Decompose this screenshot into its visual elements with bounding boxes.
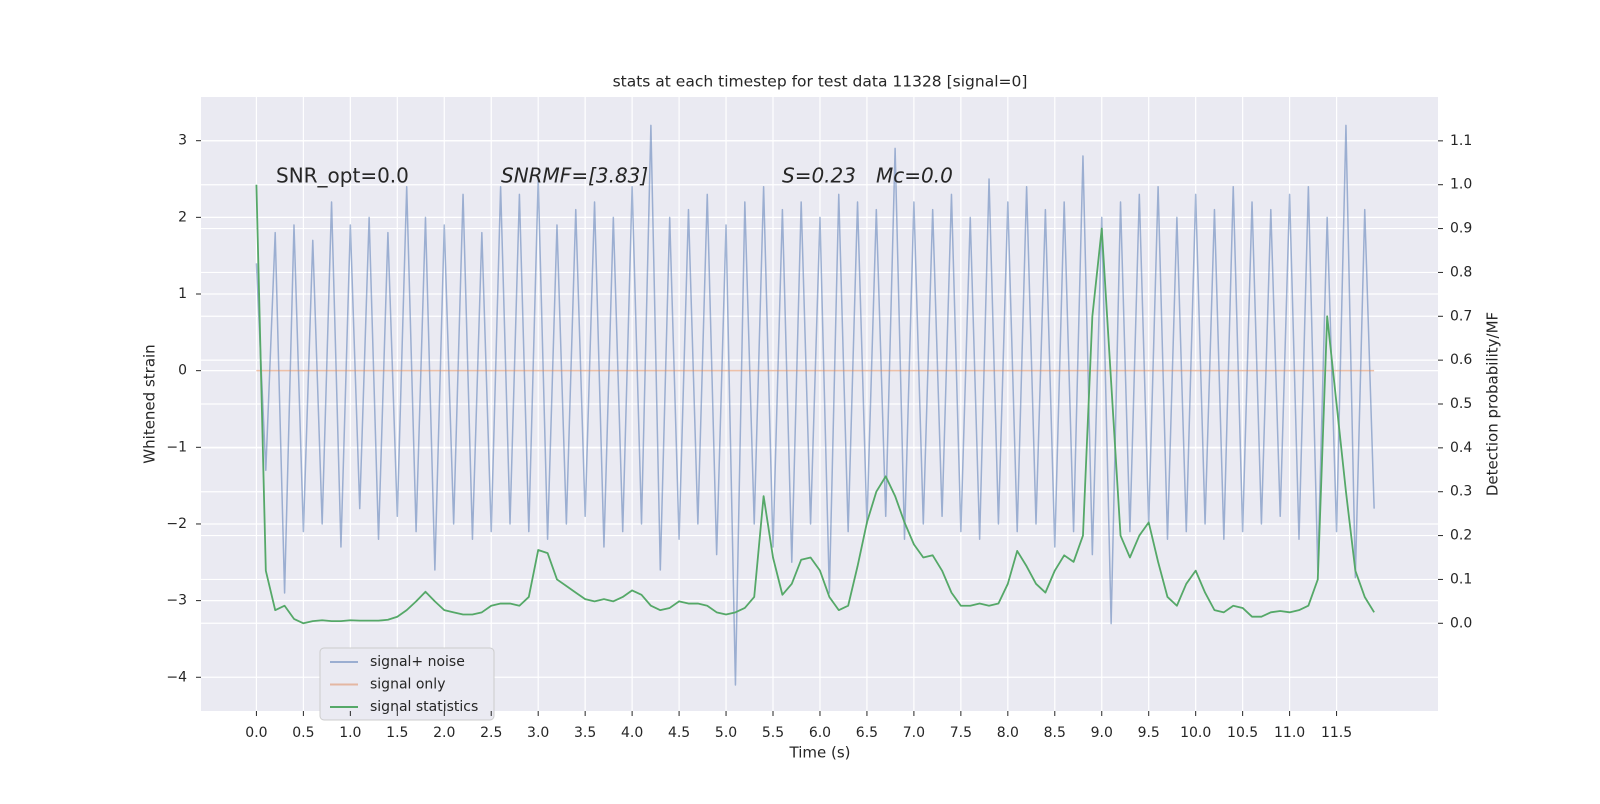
- marks: [255, 124, 1375, 686]
- y2-tick-label: 0.7: [1450, 308, 1472, 324]
- y-tick-label: −3: [166, 593, 187, 609]
- y-tick-label: −4: [166, 669, 187, 685]
- y2-tick-label: 0.0: [1450, 615, 1472, 631]
- x-tick-label: 4.0: [621, 725, 643, 741]
- y-tick-label: 3: [178, 133, 187, 149]
- y-tick-label: −1: [166, 439, 187, 455]
- annotation: SNR_opt=0.0: [276, 164, 409, 188]
- x-tick-label: 6.5: [856, 725, 878, 741]
- y2-tick-label: 0.9: [1450, 221, 1472, 237]
- y2-tick-label: 1.0: [1450, 177, 1472, 193]
- x-tick-label: 10.0: [1180, 725, 1211, 741]
- y-tick-label: −2: [166, 516, 187, 532]
- annotation: S=0.23: [782, 164, 856, 188]
- x-tick-label: 7.0: [903, 725, 925, 741]
- y2-tick-label: 0.6: [1450, 352, 1472, 368]
- y2-tick-label: 1.1: [1450, 133, 1472, 149]
- x-tick-label: 11.0: [1274, 725, 1305, 741]
- x-tick-label: 6.0: [809, 725, 831, 741]
- x-axis-label: Time (s): [789, 744, 851, 762]
- x-tick-label: 10.5: [1227, 725, 1258, 741]
- chart-title: stats at each timestep for test data 113…: [613, 73, 1028, 91]
- y-tick-label: 0: [178, 363, 187, 379]
- legend-box: [319, 647, 495, 721]
- x-tick-label: 5.5: [762, 725, 784, 741]
- x-tick-label: 7.5: [950, 725, 972, 741]
- legend-label: signal statistics: [370, 699, 478, 715]
- y2-tick-label: 0.8: [1450, 264, 1472, 280]
- x-tick-label: 3.5: [574, 725, 596, 741]
- y-tick-label: 1: [178, 286, 187, 302]
- x-tick-label: 1.5: [386, 725, 408, 741]
- y2-tick-label: 0.3: [1450, 484, 1472, 500]
- legend: signal+ noise signal only signal statistic…: [319, 647, 495, 721]
- y2-axis-label: Detection probability/MF: [1484, 312, 1502, 496]
- x-tick-label: 2.5: [480, 725, 502, 741]
- series-line: [255, 184, 1375, 625]
- annotation: SNRMF=[3.83]: [501, 164, 648, 188]
- x-tick-label: 5.0: [715, 725, 737, 741]
- x-tick-label: 8.5: [1044, 725, 1066, 741]
- x-tick-label: 9.0: [1091, 725, 1113, 741]
- legend-label: signal only: [370, 677, 445, 693]
- legend-label: signal+ noise: [370, 654, 465, 670]
- x-tick-label: 8.0: [997, 725, 1019, 741]
- x-tick-label: 0.5: [292, 725, 314, 741]
- y2-tick-label: 0.5: [1450, 396, 1472, 412]
- y2-tick-label: 0.1: [1450, 571, 1472, 587]
- y-tick-label: 2: [178, 209, 187, 225]
- x-tick-label: 0.0: [245, 725, 267, 741]
- x-tick-label: 4.5: [668, 725, 690, 741]
- x-tick-label: 9.5: [1138, 725, 1160, 741]
- x-tick-label: 2.0: [433, 725, 455, 741]
- y-axis-label: Whitened strain: [141, 344, 159, 463]
- y2-tick-label: 0.4: [1450, 440, 1472, 456]
- y2-tick-label: 0.2: [1450, 528, 1472, 544]
- annotation: Mc=0.0: [876, 164, 953, 188]
- x-tick-label: 11.5: [1321, 725, 1352, 741]
- x-tick-label: 1.0: [339, 725, 361, 741]
- x-tick-label: 3.0: [527, 725, 549, 741]
